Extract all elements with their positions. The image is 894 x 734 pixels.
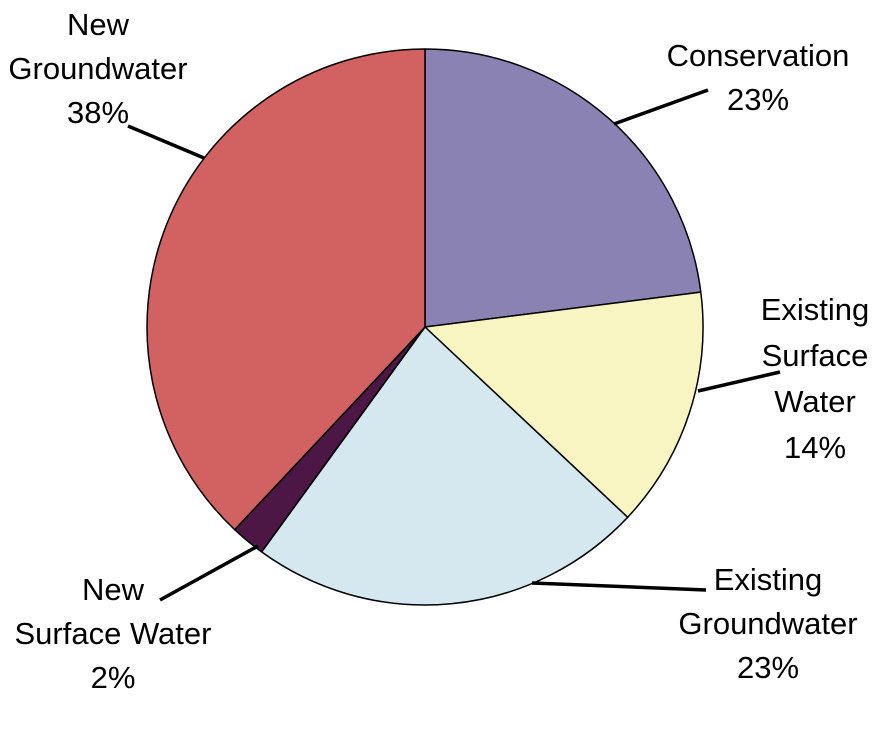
slice-percent-label: 2% — [91, 660, 136, 695]
slice-name-line: Groundwater — [8, 51, 187, 86]
slice-label-new-groundwater: New Groundwater 38% — [8, 7, 187, 130]
slice-name-line: Surface Water — [15, 616, 212, 651]
pie-slice-existing-surface-water — [424, 291, 704, 519]
pie-slices — [146, 48, 704, 606]
slice-name-line: Groundwater — [678, 606, 857, 641]
slice-label-existing-groundwater: Existing Groundwater 23% — [678, 562, 857, 685]
pie-slice-existing-groundwater — [260, 326, 629, 606]
slice-labels: Conservation 23%Existing Surface Water 14%Ex… — [8, 7, 869, 695]
slice-percent-label: 23% — [727, 82, 789, 117]
slice-percent-label: 38% — [67, 95, 129, 130]
leader-lines — [127, 88, 781, 602]
slice-name-line: Water — [774, 384, 856, 419]
slice-percent-label: 14% — [784, 430, 846, 465]
slice-percent-label: 23% — [737, 650, 799, 685]
pie-slice-conservation — [424, 48, 702, 328]
slice-label-conservation: Conservation 23% — [667, 38, 850, 117]
slice-name-line: Existing — [714, 562, 823, 597]
slice-name-line: Existing — [761, 292, 870, 327]
slice-name-line: New — [67, 7, 130, 42]
leader-line-new-groundwater — [127, 124, 205, 160]
slice-label-existing-surface-water: Existing Surface Water 14% — [761, 292, 870, 465]
leader-line-existing-groundwater — [531, 581, 707, 592]
pie-slice-new-groundwater — [146, 48, 426, 531]
leader-line-existing-surface-water — [697, 370, 781, 393]
slice-name-line: Surface — [762, 338, 869, 373]
leader-line-conservation — [613, 88, 709, 126]
slice-name-line: New — [82, 572, 145, 607]
slice-label-new-surface-water: New Surface Water 2% — [15, 572, 212, 695]
slice-name-line: Conservation — [667, 38, 850, 73]
leader-line-new-surface-water — [159, 544, 259, 602]
